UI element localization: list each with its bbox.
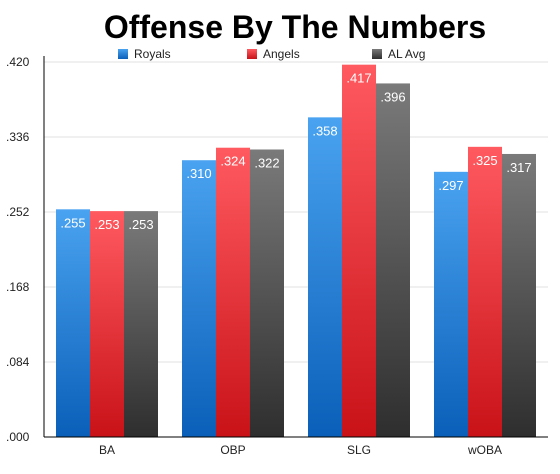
y-tick-label: .000 xyxy=(6,430,30,444)
bar-al-avg-slg xyxy=(376,83,410,437)
legend-swatch xyxy=(247,49,257,59)
data-label: .396 xyxy=(380,89,405,104)
y-tick-label: .336 xyxy=(6,130,30,144)
data-label: .310 xyxy=(186,166,211,181)
y-tick-label: .084 xyxy=(6,355,30,369)
bar-royals-slg xyxy=(308,117,342,437)
legend-label: Angels xyxy=(263,47,300,61)
bar-royals-obp xyxy=(182,160,216,437)
bar-angels-woba xyxy=(468,146,502,438)
x-tick-label: SLG xyxy=(347,443,371,457)
bar-al-avg-woba xyxy=(502,153,536,437)
data-labels: .255 .253 .253 BA .310 .324 .322 OBP .358 .417 .39… xyxy=(60,71,531,457)
chart-title: Offense By The Numbers xyxy=(104,9,486,45)
data-label: .322 xyxy=(254,156,279,171)
legend-swatch xyxy=(118,49,128,59)
data-label: .324 xyxy=(220,154,245,169)
y-tick-label: .252 xyxy=(6,205,30,219)
x-tick-label: wOBA xyxy=(467,443,502,457)
y-tick-label: .420 xyxy=(6,55,30,69)
legend-label: Royals xyxy=(134,47,171,61)
bar-royals-ba xyxy=(56,209,90,437)
data-label: .325 xyxy=(472,153,497,168)
bar-angels-obp xyxy=(216,147,250,437)
bar-angels-slg xyxy=(342,64,376,437)
data-label: .358 xyxy=(312,123,337,138)
data-label: .317 xyxy=(506,160,531,175)
data-label: .417 xyxy=(346,71,371,86)
legend-swatch xyxy=(372,49,382,59)
x-tick-label: OBP xyxy=(220,443,245,457)
y-tick-label: .168 xyxy=(6,280,30,294)
x-tick-label: BA xyxy=(99,443,115,457)
bar-royals-woba xyxy=(434,171,468,438)
bar-al-avg-obp xyxy=(250,149,284,437)
data-label: .253 xyxy=(128,217,153,232)
data-label: .255 xyxy=(60,215,85,230)
data-label: .253 xyxy=(94,217,119,232)
bar-angels-ba xyxy=(90,211,124,437)
data-label: .297 xyxy=(438,178,463,193)
legend: Royals Angels AL Avg xyxy=(118,47,425,61)
legend-label: AL Avg xyxy=(388,47,425,61)
bars xyxy=(56,64,536,438)
bar-al-avg-ba xyxy=(124,211,158,437)
axes xyxy=(43,56,548,438)
